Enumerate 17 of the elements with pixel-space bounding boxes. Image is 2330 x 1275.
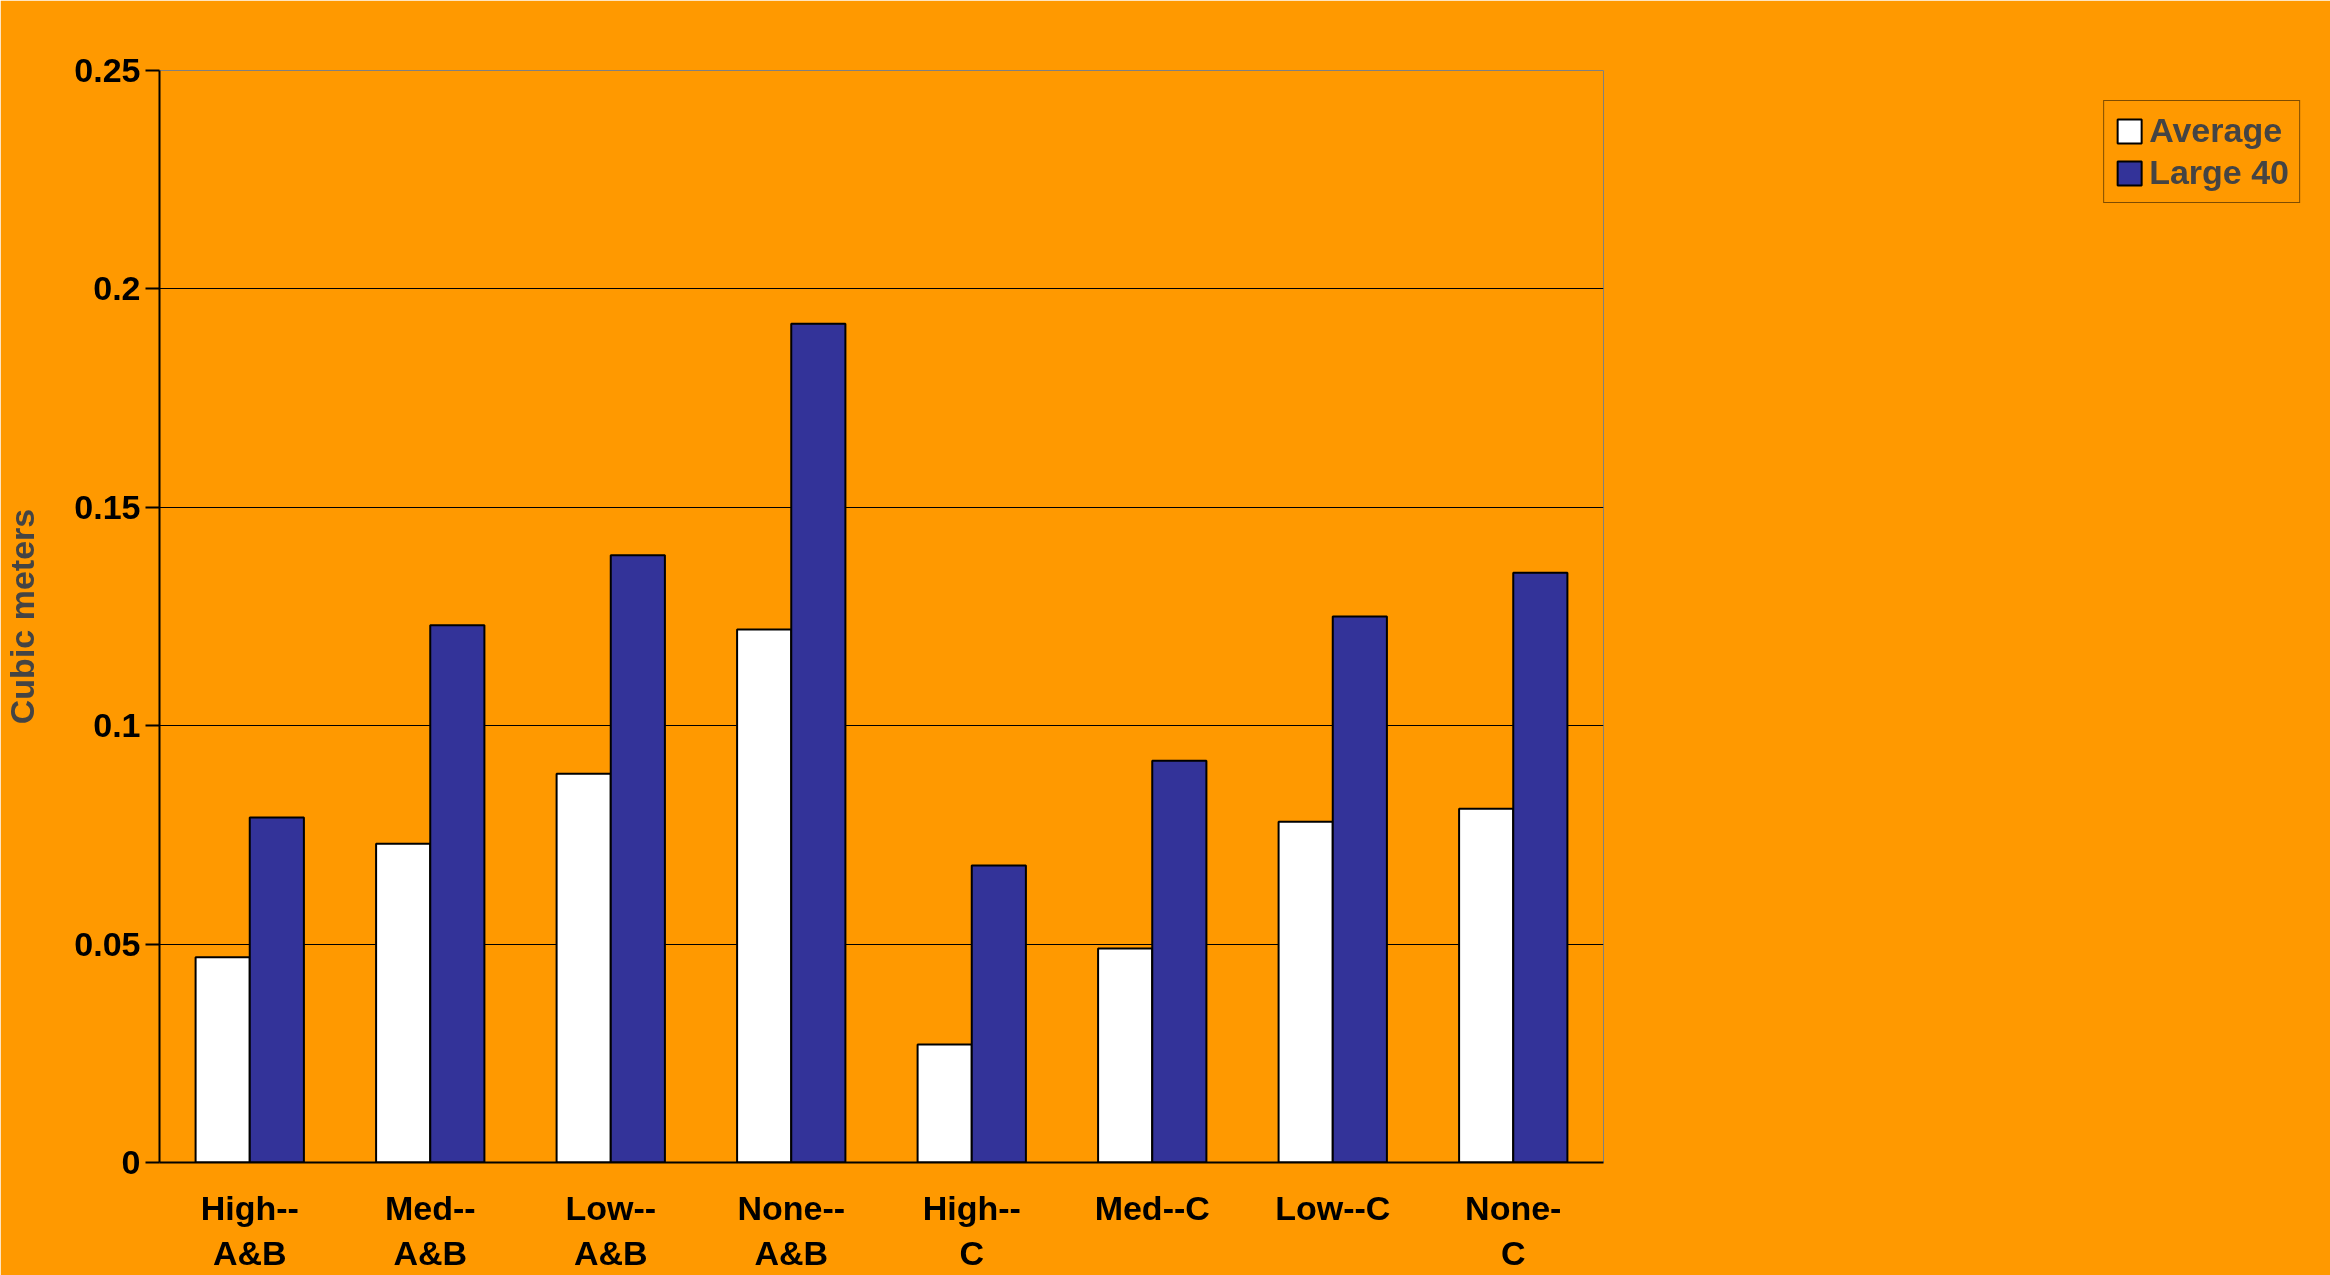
x-tick-label: None-- A&B [737,1188,846,1273]
x-tick-label: Med--C [1094,1188,1210,1227]
x-tick-label: None- C [1465,1188,1562,1273]
x-tick-label: Low--C [1275,1188,1391,1227]
x-tick-label: Low-- A&B [565,1188,657,1273]
legend-label: Large 40 [2149,153,2289,192]
y-tick-label: 0.2 [93,269,141,308]
y-tick-label: 0 [121,1143,141,1181]
y-tick-label: 0.1 [93,706,141,745]
x-tick-label: High-- A&B [200,1188,299,1273]
y-axis-title: Cubic meters [3,508,42,725]
x-tick-label: High-- C [922,1188,1021,1273]
y-tick-label: 0.05 [74,924,141,963]
y-tick-label: 0.15 [74,487,141,526]
legend-label: Average [2149,111,2283,150]
x-tick-label: Med-- A&B [384,1188,476,1273]
y-tick-label: 0.25 [74,51,141,89]
